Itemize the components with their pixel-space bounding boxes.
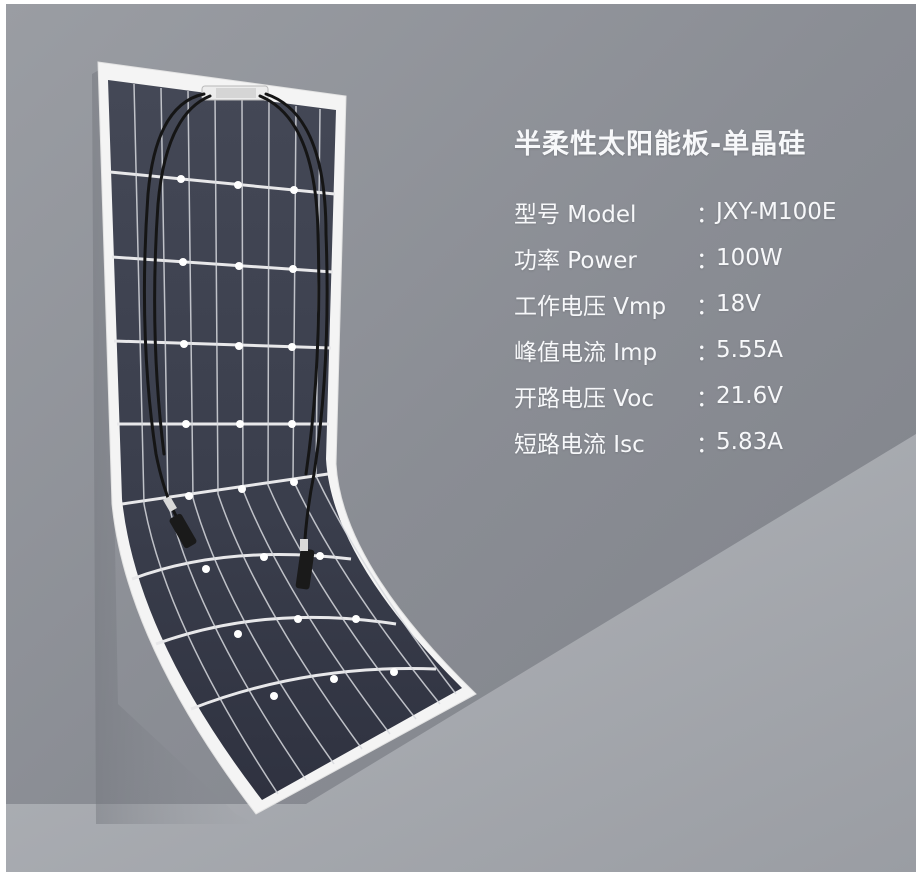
spec-row-imp: 峰值电流 Imp ： 5.55A [514,327,909,373]
cell-junction-dots [177,175,398,700]
mc4-connector-right [295,539,315,590]
spec-value: 100W [716,245,783,271]
spec-row-vmp: 工作电压 Vmp ： 18V [514,281,909,327]
spec-separator: ： [696,202,719,228]
product-photo: 半柔性太阳能板-单晶硅 型号 Model ： JXY-M100E 功率 Powe… [6,4,916,872]
spec-separator: ： [696,294,719,320]
spec-value: 21.6V [716,383,783,409]
spec-label: 短路电流 Isc [514,432,645,458]
spec-label: 开路电压 Voc [514,386,654,412]
spec-label: 型号 Model [514,202,637,228]
spec-value: 5.83A [716,429,783,455]
junction-box [201,85,269,101]
mc4-connector-left [163,495,197,549]
spec-row-model: 型号 Model ： JXY-M100E [514,189,909,235]
spec-row-power: 功率 Power ： 100W [514,235,909,281]
floor [6,434,916,872]
spec-label: 功率 Power [514,248,637,274]
spec-row-voc: 开路电压 Voc ： 21.6V [514,373,909,419]
spec-separator: ： [696,340,719,366]
spec-value: 5.55A [716,337,783,363]
spec-row-isc: 短路电流 Isc ： 5.83A [514,419,909,465]
spec-panel: 半柔性太阳能板-单晶硅 型号 Model ： JXY-M100E 功率 Powe… [514,122,909,465]
panel-shadow [92,66,256,824]
spec-label: 工作电压 Vmp [514,294,667,320]
spec-value: JXY-M100E [716,199,837,225]
product-title: 半柔性太阳能板-单晶硅 [514,129,807,160]
solar-panel-illustration [6,4,916,872]
cables [142,92,329,556]
spec-label: 峰值电流 Imp [514,340,658,366]
spec-separator: ： [696,432,719,458]
spec-value: 18V [716,291,762,317]
spec-separator: ： [696,248,719,274]
spec-separator: ： [696,386,719,412]
